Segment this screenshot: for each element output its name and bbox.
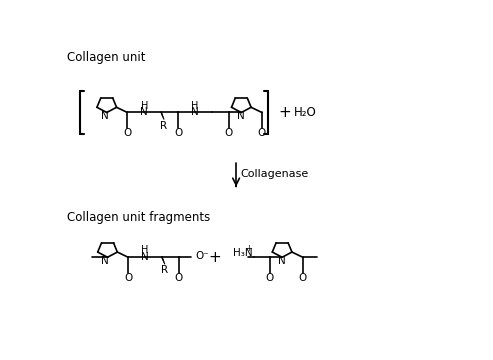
Text: O: O (225, 128, 233, 138)
Text: N: N (141, 252, 149, 262)
Text: O⁻: O⁻ (195, 251, 209, 261)
Text: +: + (279, 105, 291, 120)
Text: +: + (208, 250, 221, 265)
Text: H: H (191, 100, 199, 111)
Text: N: N (102, 111, 109, 121)
Text: O: O (124, 273, 132, 283)
Text: N: N (102, 256, 109, 266)
Text: O: O (266, 273, 274, 283)
Text: R: R (161, 265, 168, 275)
Text: H: H (141, 245, 149, 255)
Text: Collagenase: Collagenase (241, 169, 309, 179)
Text: Collagen unit fragments: Collagen unit fragments (67, 211, 210, 224)
Text: O: O (123, 128, 132, 138)
Text: N: N (141, 108, 148, 117)
Text: +: + (245, 244, 252, 253)
Text: H₃N: H₃N (233, 248, 252, 258)
Text: O: O (258, 128, 266, 138)
Text: H: H (141, 100, 148, 111)
Text: R: R (160, 121, 167, 131)
Text: O: O (175, 273, 183, 283)
Text: N: N (191, 108, 199, 117)
Text: N: N (238, 111, 245, 121)
Text: O: O (299, 273, 307, 283)
Text: N: N (278, 256, 286, 266)
Text: H₂O: H₂O (294, 106, 317, 119)
Text: Collagen unit: Collagen unit (67, 51, 145, 64)
Text: O: O (174, 128, 182, 138)
